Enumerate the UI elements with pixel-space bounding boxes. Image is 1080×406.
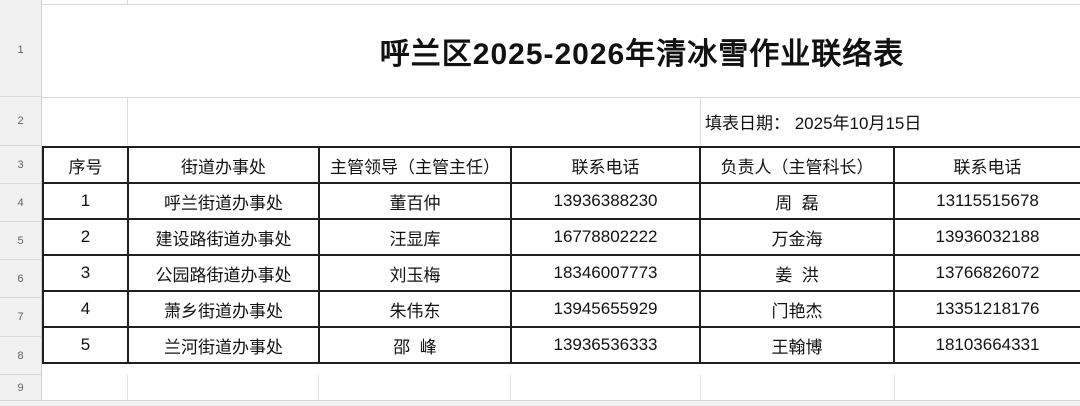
table-header-row: 序号 街道办事处 主管领导（主管主任） 联系电话 负责人（主管科长） 联系电话 [42, 146, 1080, 184]
cell-index[interactable]: 2 [42, 218, 129, 256]
cell-leader[interactable]: 朱伟东 [318, 290, 512, 328]
cell-phone2[interactable]: 13115515678 [893, 182, 1080, 220]
cell-responsible[interactable]: 门艳杰 [699, 290, 895, 328]
table-row: 3 公园路街道办事处 刘玉梅 18346007773 姜 洪 137668260… [42, 254, 1080, 292]
bottom-edge-strip [0, 401, 1080, 406]
cell-index[interactable]: 1 [42, 182, 129, 220]
cell-office[interactable]: 呼兰街道办事处 [127, 182, 320, 220]
gridline-row9-col5 [894, 375, 895, 400]
row-header-2[interactable]: 2 [0, 97, 41, 146]
table-row: 2 建设路街道办事处 汪显库 16778802222 万金海 139360321… [42, 218, 1080, 256]
gridline-row9-col4 [700, 375, 701, 400]
row-header-9[interactable]: 9 [0, 375, 41, 401]
gridline-row2-top [42, 97, 1080, 98]
cell-phone2[interactable]: 13351218176 [893, 290, 1080, 328]
cell-leader[interactable]: 刘玉梅 [318, 254, 512, 292]
cell-phone1[interactable]: 13936388230 [510, 182, 701, 220]
gridline-row2-col [127, 97, 128, 146]
cell-index[interactable]: 4 [42, 290, 129, 328]
header-cell-phone2[interactable]: 联系电话 [893, 146, 1080, 184]
cell-leader[interactable]: 汪显库 [318, 218, 512, 256]
header-cell-responsible[interactable]: 负责人（主管科长） [699, 146, 895, 184]
gridline-row9-col2 [318, 375, 319, 400]
cell-phone2[interactable]: 13766826072 [893, 254, 1080, 292]
cell-index[interactable]: 5 [42, 326, 129, 364]
cell-phone1[interactable]: 18346007773 [510, 254, 701, 292]
table-row: 1 呼兰街道办事处 董百仲 13936388230 周 磊 1311551567… [42, 182, 1080, 220]
row-header-8[interactable]: 8 [0, 337, 41, 375]
sheet-title-cell[interactable]: 呼兰区2025-2026年清冰雪作业联络表 [379, 38, 905, 71]
row-header-1[interactable]: 1 [0, 4, 41, 97]
cell-responsible[interactable]: 姜 洪 [699, 254, 895, 292]
gridline-row9-col1 [127, 375, 128, 400]
top-gridline-tick [127, 0, 128, 4]
row-header-4[interactable]: 4 [0, 184, 41, 222]
header-cell-index[interactable]: 序号 [42, 146, 129, 184]
header-cell-office[interactable]: 街道办事处 [127, 146, 320, 184]
header-cell-leader[interactable]: 主管领导（主管主任） [318, 146, 512, 184]
cell-leader[interactable]: 董百仲 [318, 182, 512, 220]
cell-office[interactable]: 萧乡街道办事处 [127, 290, 320, 328]
cell-phone1[interactable]: 13945655929 [510, 290, 701, 328]
row-header-3[interactable]: 3 [0, 146, 41, 184]
cell-phone1[interactable]: 16778802222 [510, 218, 701, 256]
cell-responsible[interactable]: 周 磊 [699, 182, 895, 220]
table-row: 5 兰河街道办事处 邵 峰 13936536333 王翰博 1810366433… [42, 326, 1080, 364]
row-header-5[interactable]: 5 [0, 222, 41, 260]
row-header-6[interactable]: 6 [0, 260, 41, 298]
cell-phone2[interactable]: 13936032188 [893, 218, 1080, 256]
contact-table: 序号 街道办事处 主管领导（主管主任） 联系电话 负责人（主管科长） 联系电话 … [42, 146, 1080, 364]
header-cell-phone1[interactable]: 联系电话 [510, 146, 701, 184]
cell-office[interactable]: 公园路街道办事处 [127, 254, 320, 292]
cell-index[interactable]: 3 [42, 254, 129, 292]
top-gridline [0, 4, 1080, 5]
gridline-row9-col3 [510, 375, 511, 400]
gridline-row9-bottom [0, 400, 1080, 401]
row-header-gutter: 1 2 3 4 5 6 7 8 9 [0, 0, 42, 406]
cell-leader[interactable]: 邵 峰 [318, 326, 512, 364]
cell-responsible[interactable]: 万金海 [699, 218, 895, 256]
table-row: 4 萧乡街道办事处 朱伟东 13945655929 门艳杰 1335121817… [42, 290, 1080, 328]
cell-phone2[interactable]: 18103664331 [893, 326, 1080, 364]
row-header-7[interactable]: 7 [0, 298, 41, 337]
cell-office[interactable]: 兰河街道办事处 [127, 326, 320, 364]
gridline-row2-datecol [700, 97, 701, 146]
cell-responsible[interactable]: 王翰博 [699, 326, 895, 364]
fill-date-cell[interactable]: 填表日期： 2025年10月15日 [705, 114, 922, 133]
cell-phone1[interactable]: 13936536333 [510, 326, 701, 364]
cell-office[interactable]: 建设路街道办事处 [127, 218, 320, 256]
